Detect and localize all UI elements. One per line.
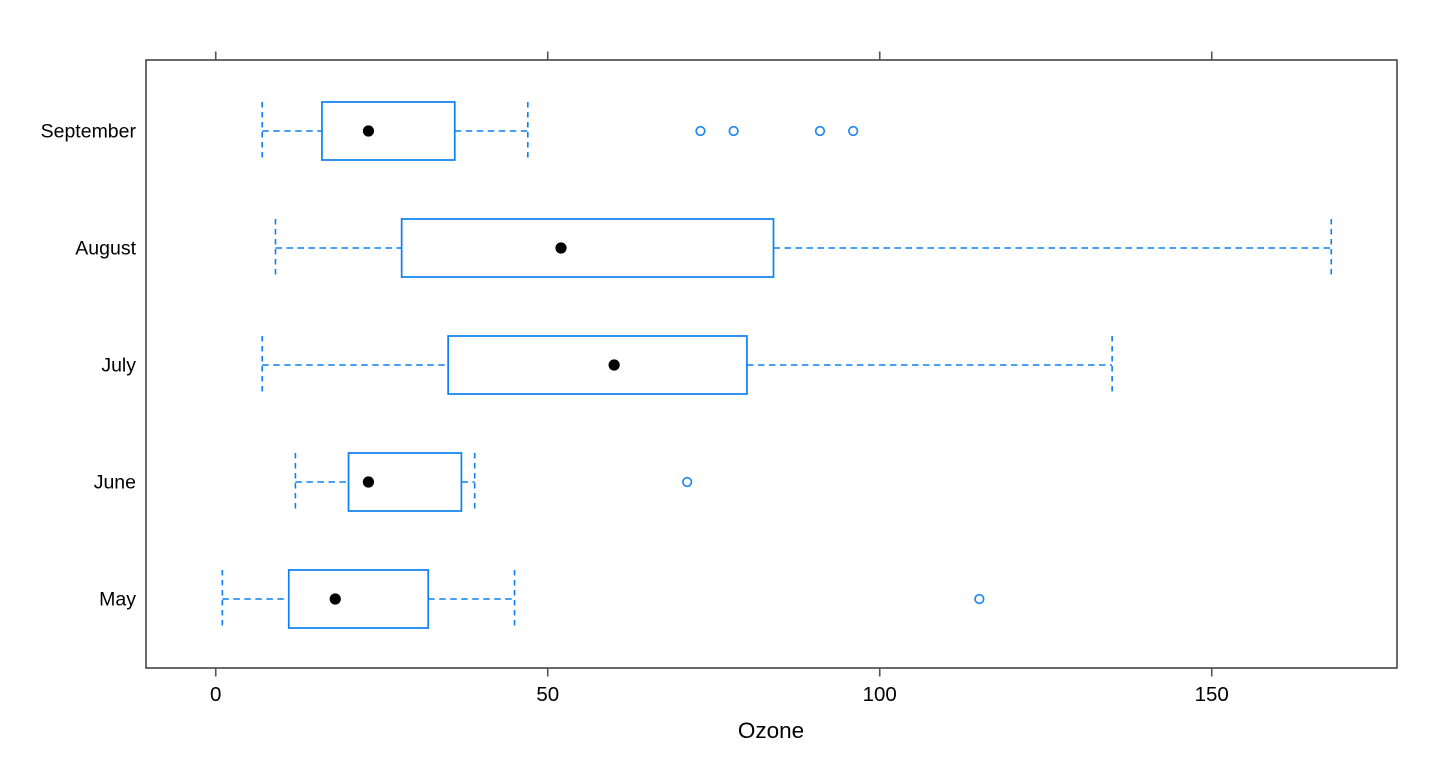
x-axis-tick-label: 0 xyxy=(210,683,221,706)
y-axis-label-may: May xyxy=(99,589,136,611)
median-dot xyxy=(362,125,375,137)
x-axis-tick-label: 150 xyxy=(1195,683,1229,706)
y-axis-label-august: August xyxy=(75,238,136,260)
iqr-box xyxy=(400,218,775,278)
outlier-point xyxy=(848,125,859,137)
iqr-box xyxy=(347,452,463,512)
boxplot-row-june: June xyxy=(94,452,693,512)
plot-frame xyxy=(145,59,1398,669)
iqr-box xyxy=(321,101,456,161)
boxplot-row-september: September xyxy=(41,101,859,161)
x-axis-tick-label: 100 xyxy=(863,683,897,706)
outlier-point xyxy=(695,125,706,137)
median-dot xyxy=(362,476,375,488)
plot-content: 0 50 100 150 September August July June May xyxy=(41,51,1398,706)
outlier-point xyxy=(814,125,826,137)
median-dot xyxy=(608,359,620,371)
x-axis-tick-label: 50 xyxy=(536,683,559,706)
x-axis: 0 50 100 150 xyxy=(210,51,1229,706)
iqr-box xyxy=(447,335,748,395)
y-axis-label-september: September xyxy=(41,121,137,143)
outlier-point xyxy=(682,476,693,488)
x-axis-title: Ozone xyxy=(738,718,804,743)
y-axis-label-july: July xyxy=(101,355,136,377)
iqr-box xyxy=(287,569,430,629)
boxplot-row-august: August xyxy=(75,218,1333,278)
y-axis-label-june: June xyxy=(94,472,136,494)
median-dot xyxy=(329,593,341,605)
outlier-point xyxy=(974,593,985,605)
outlier-point xyxy=(728,125,739,137)
boxplot-row-may: May xyxy=(99,569,985,629)
median-dot xyxy=(555,242,567,254)
boxplot-row-july: July xyxy=(101,335,1113,395)
